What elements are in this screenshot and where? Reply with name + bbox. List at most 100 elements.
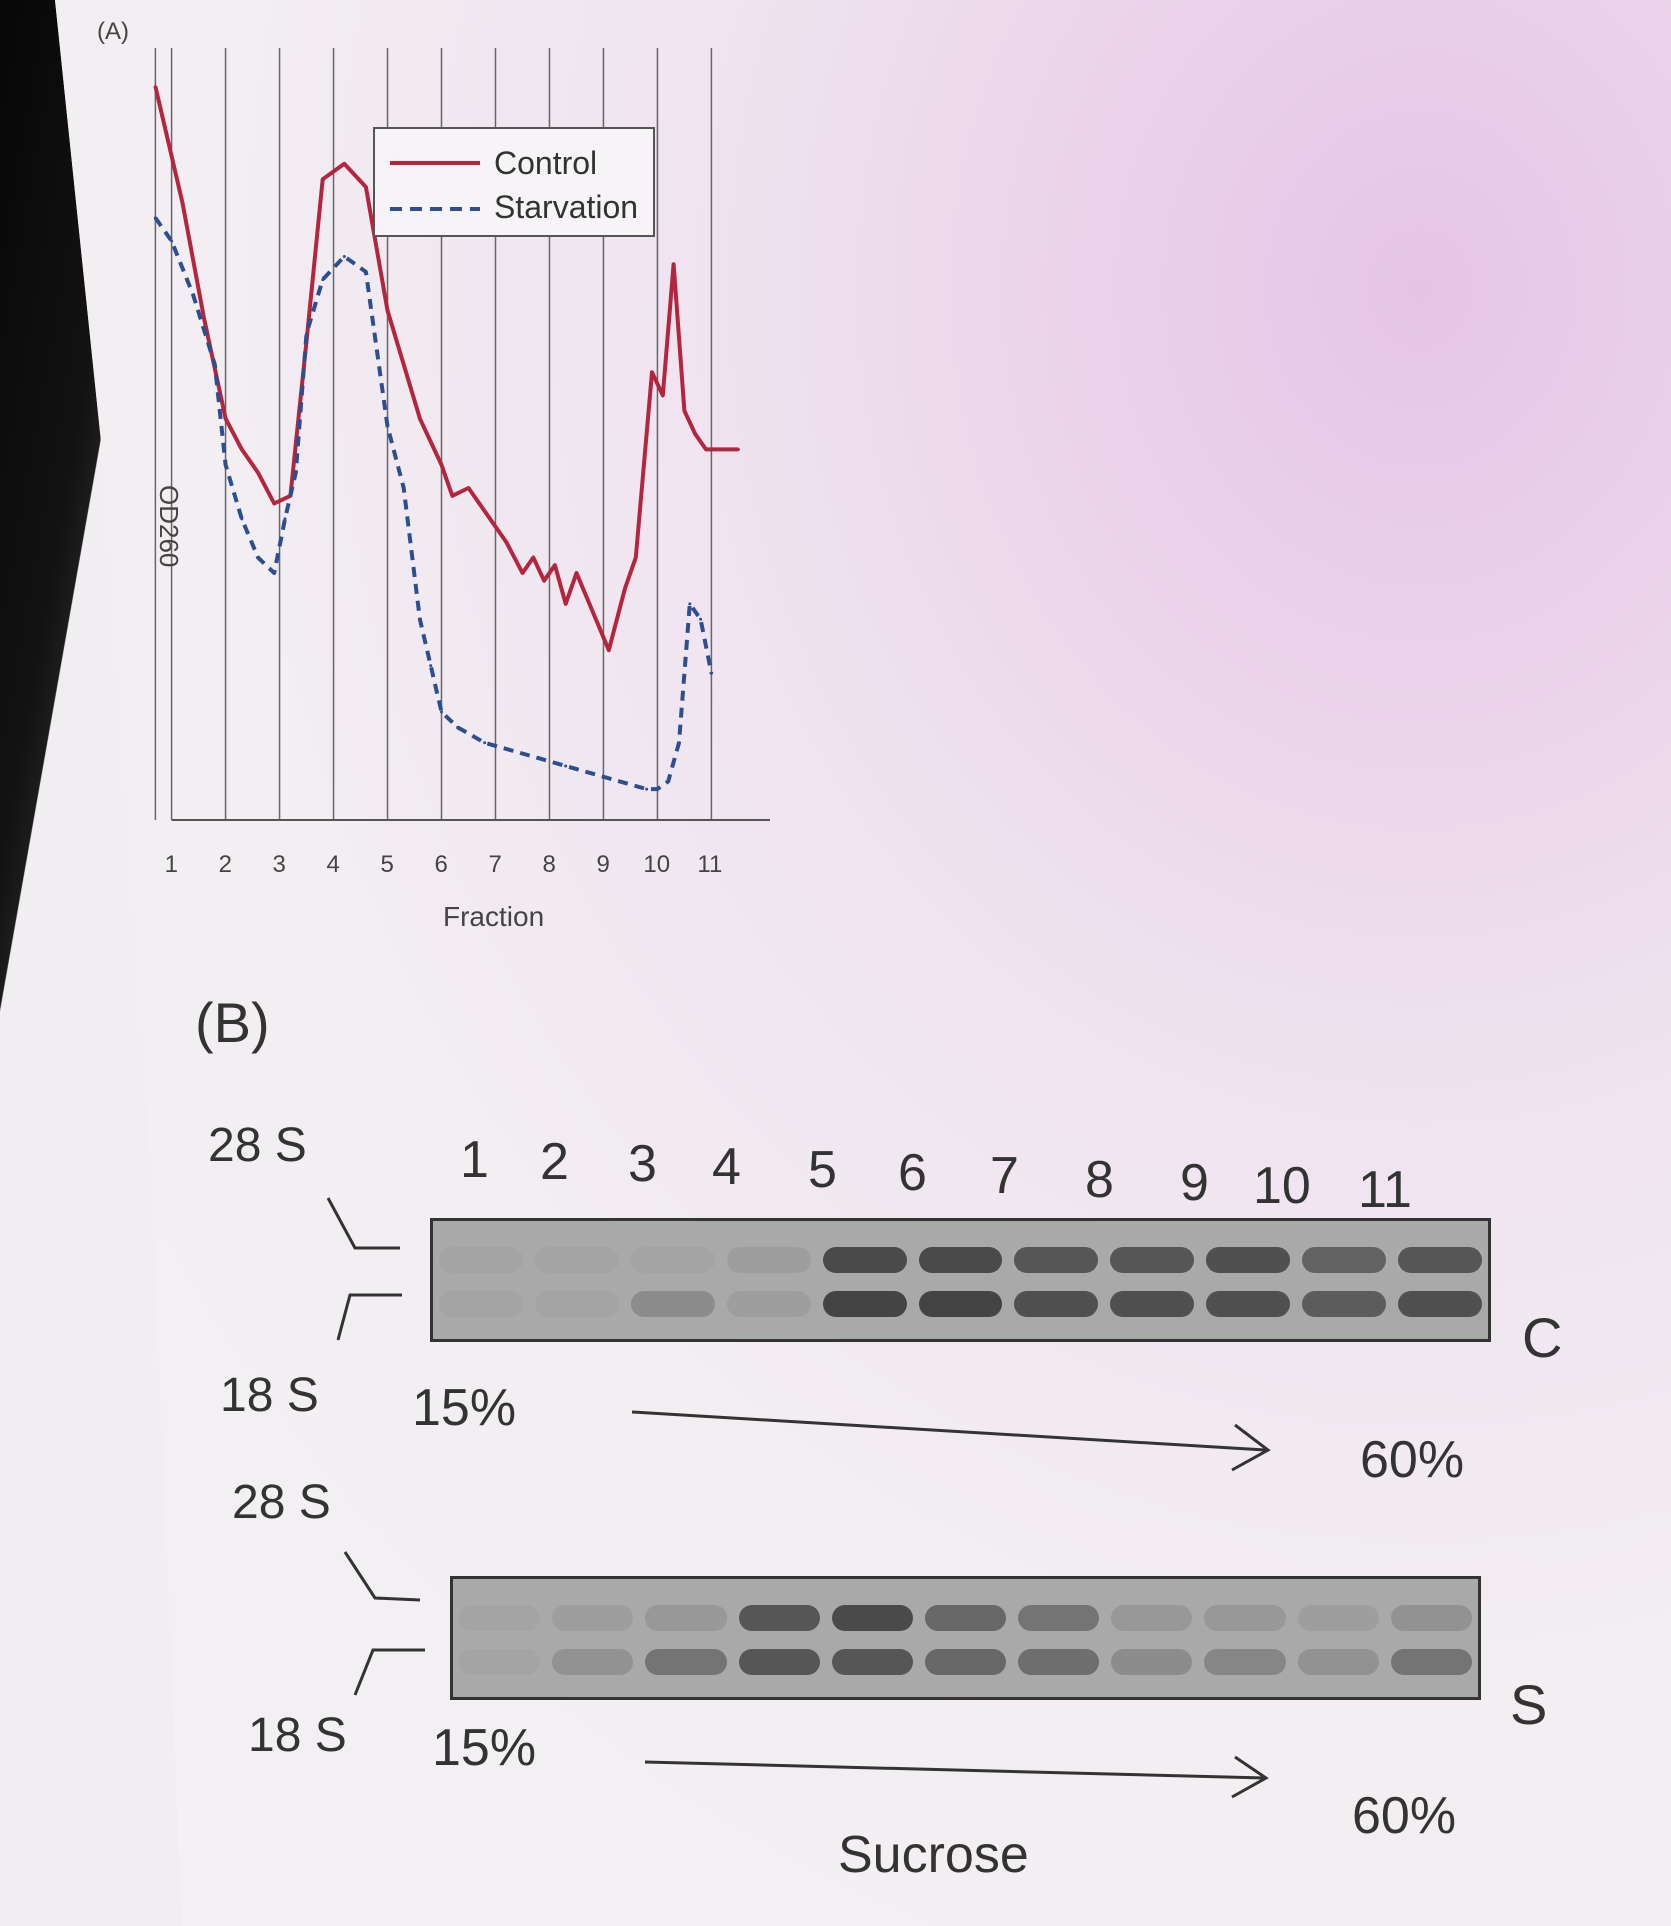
- series-point-control: [542, 579, 546, 583]
- series-point-starvation: [364, 270, 368, 274]
- series-point-starvation: [170, 239, 174, 243]
- series-point-control: [504, 540, 508, 544]
- series-line-control: [153, 86, 739, 653]
- band-18s: [1204, 1649, 1286, 1675]
- starvation-gradient-end: 60%: [1352, 1787, 1457, 1845]
- band-28s: [1398, 1247, 1482, 1273]
- series-point-starvation: [699, 617, 703, 621]
- x-tick-label: 11: [697, 851, 722, 878]
- series-point-starvation: [321, 278, 325, 282]
- band-28s: [924, 1605, 1007, 1631]
- band-28s: [1297, 1605, 1379, 1631]
- x-tick-label: 9: [596, 851, 609, 878]
- series-point-control: [364, 185, 368, 189]
- band-28s: [822, 1247, 907, 1273]
- legend-box: [373, 127, 655, 237]
- band-18s: [726, 1291, 811, 1317]
- series-point-starvation: [537, 756, 541, 760]
- series-point-starvation: [655, 787, 659, 791]
- band-28s: [459, 1605, 541, 1631]
- band-28s: [645, 1605, 727, 1631]
- series-point-starvation: [256, 556, 260, 560]
- series-point-starvation: [440, 710, 444, 714]
- series-point-control: [650, 370, 654, 374]
- series-point-starvation: [709, 671, 713, 675]
- series-point-control: [342, 162, 346, 166]
- band-28s: [738, 1605, 820, 1631]
- series-point-control: [682, 409, 686, 413]
- control-18s-label: 18 S: [220, 1369, 319, 1422]
- starvation-gradient-start: 15%: [432, 1719, 537, 1777]
- series-point-control: [440, 463, 444, 467]
- band-18s: [1297, 1649, 1379, 1675]
- starvation-side-label: S: [1510, 1673, 1548, 1736]
- control-gel: [430, 1218, 1491, 1342]
- series-point-control: [402, 363, 406, 367]
- series-point-control: [240, 447, 244, 451]
- lane-number: 11: [1358, 1161, 1412, 1219]
- series-point-control: [591, 610, 595, 614]
- x-tick-label: 1: [165, 851, 178, 878]
- lane-number: 8: [1085, 1151, 1114, 1209]
- y-axis-label: OD260: [154, 485, 184, 567]
- series-point-starvation: [294, 471, 298, 475]
- lane-number: 7: [990, 1147, 1019, 1205]
- band-28s: [726, 1247, 811, 1273]
- x-tick-label: 3: [273, 851, 286, 878]
- series-point-control: [180, 200, 184, 204]
- series-point-control: [153, 85, 157, 89]
- series-point-starvation: [483, 741, 487, 745]
- band-28s: [1206, 1247, 1291, 1273]
- band-28s: [1014, 1247, 1099, 1273]
- series-point-starvation: [272, 571, 276, 575]
- series-point-starvation: [510, 749, 514, 753]
- series-point-control: [483, 509, 487, 513]
- band-28s: [534, 1247, 619, 1273]
- lane-number: 4: [712, 1138, 741, 1196]
- band-18s: [738, 1649, 820, 1675]
- band-18s: [1206, 1291, 1291, 1317]
- series-point-control: [607, 648, 611, 652]
- band-28s: [1018, 1605, 1100, 1631]
- chart-legend: Control Starvation: [373, 127, 655, 237]
- series-point-control: [634, 556, 638, 560]
- band-18s: [645, 1649, 727, 1675]
- band-18s: [439, 1291, 523, 1317]
- series-point-starvation: [342, 254, 346, 258]
- band-18s: [552, 1649, 634, 1675]
- band-18s: [1110, 1291, 1195, 1317]
- x-tick-label: 2: [219, 851, 232, 878]
- series-point-control: [574, 571, 578, 575]
- series-point-starvation: [153, 216, 157, 220]
- band-18s: [918, 1291, 1003, 1317]
- series-point-starvation: [429, 664, 433, 668]
- series-line-starvation: [153, 216, 714, 792]
- series-point-starvation: [591, 772, 595, 776]
- band-18s: [459, 1649, 541, 1675]
- band-18s: [630, 1291, 715, 1317]
- legend-control-label: Control: [494, 145, 597, 181]
- band-28s: [552, 1605, 634, 1631]
- band-18s: [924, 1649, 1007, 1675]
- series-point-control: [202, 316, 206, 320]
- series-point-control: [520, 571, 524, 575]
- series-point-control: [450, 494, 454, 498]
- starvation-18s-label: 18 S: [248, 1709, 347, 1762]
- series-point-control: [553, 563, 557, 567]
- band-28s: [630, 1247, 715, 1273]
- series-point-control: [720, 447, 724, 451]
- series-point-control: [693, 432, 697, 436]
- series-point-starvation: [191, 293, 195, 297]
- series-point-control: [321, 177, 325, 181]
- series-point-control: [386, 308, 390, 312]
- x-axis-label: Fraction: [443, 901, 544, 932]
- band-18s: [1398, 1291, 1482, 1317]
- series-point-starvation: [240, 517, 244, 521]
- x-tick-label: 4: [327, 851, 340, 878]
- band-28s: [439, 1247, 523, 1273]
- lane-number: 6: [898, 1144, 927, 1202]
- lane-number: 10: [1253, 1157, 1311, 1215]
- band-18s: [1302, 1291, 1387, 1317]
- lane-number: 9: [1180, 1154, 1209, 1212]
